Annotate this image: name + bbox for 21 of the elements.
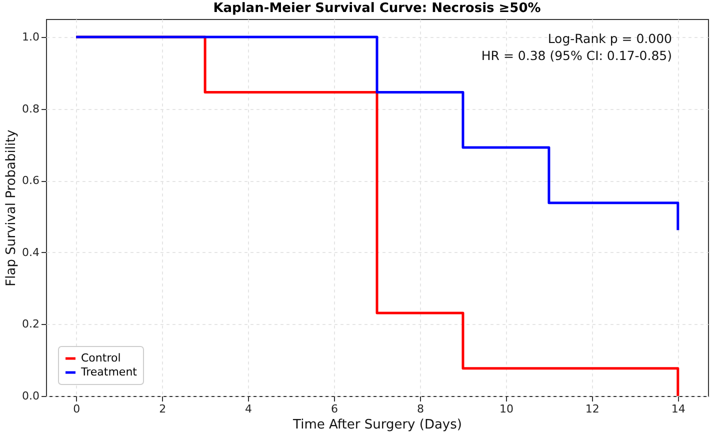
x-tick-label: 12 [585,402,600,416]
x-tick-label: 6 [331,402,338,416]
x-tick-label: 10 [499,402,514,416]
y-tick-label: 0.0 [22,390,40,402]
y-tick-label: 1.0 [22,30,40,44]
x-tick-label: 14 [671,402,686,416]
x-tick-label: 8 [416,402,424,416]
x-axis-title: Time After Surgery (Days) [292,418,462,432]
x-tick-label: 2 [159,402,166,416]
y-tick-label: 0.4 [22,246,40,259]
legend-label: Treatment [80,366,138,378]
y-tick-label: 0.8 [22,102,40,116]
legend-label: Control [81,352,121,364]
chart-title: Kaplan-Meier Survival Curve: Necrosis ≥50% [213,1,541,16]
annotation: Log-Rank p = 0.000 [548,31,672,46]
annotation: HR = 0.38 (95% CI: 0.17-0.85) [481,48,672,63]
y-tick-label: 0.6 [22,174,40,188]
y-axis-title: Flap Survival Probability [4,129,20,286]
x-tick-label: 0 [73,402,80,416]
x-tick-label: 4 [245,402,252,416]
y-tick-label: 0.2 [22,318,40,331]
